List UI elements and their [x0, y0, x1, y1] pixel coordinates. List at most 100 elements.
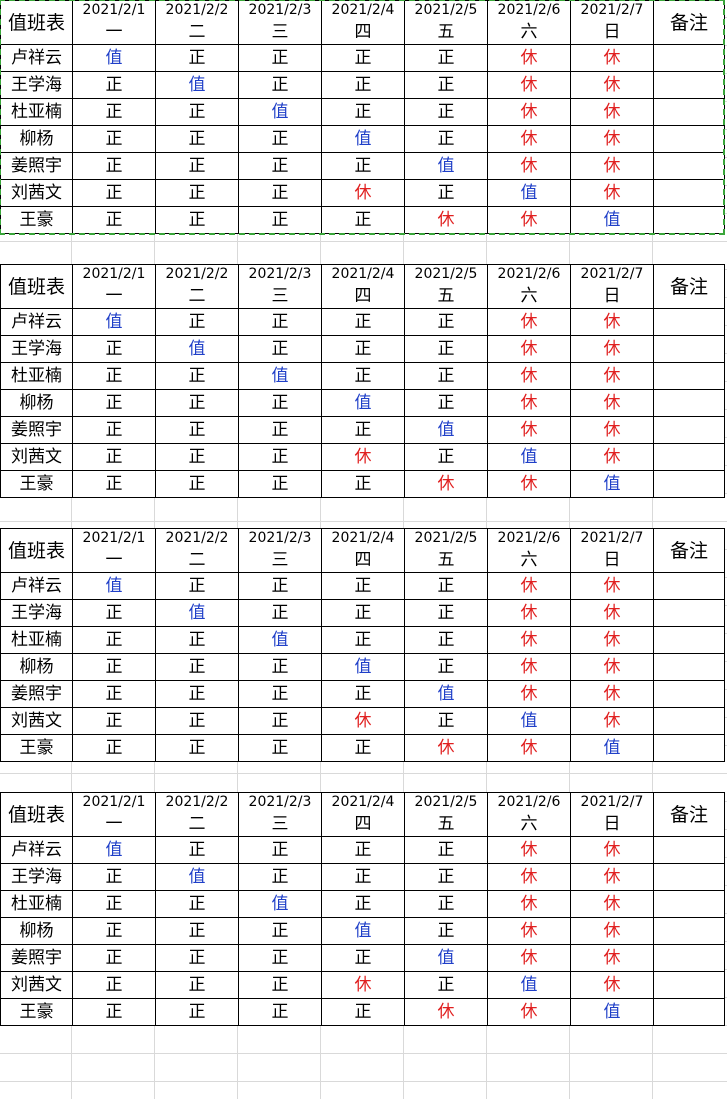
shift-cell[interactable]: 正 [238, 836, 322, 864]
shift-cell[interactable]: 正 [404, 389, 488, 417]
shift-cell[interactable]: 正 [155, 626, 239, 654]
remark-cell[interactable] [653, 599, 725, 627]
shift-cell[interactable]: 正 [238, 152, 322, 180]
staff-name-cell[interactable]: 王豪 [0, 998, 73, 1026]
shift-cell[interactable]: 正 [72, 863, 156, 891]
shift-cell[interactable]: 休 [487, 206, 571, 234]
staff-name-cell[interactable]: 卢祥云 [0, 308, 73, 336]
remark-cell[interactable] [653, 890, 725, 918]
shift-cell[interactable]: 休 [570, 944, 654, 972]
shift-cell[interactable]: 休 [487, 362, 571, 390]
date-header-cell[interactable]: 2021/2/2 [155, 528, 239, 548]
shift-cell[interactable]: 休 [487, 863, 571, 891]
date-header-cell[interactable]: 2021/2/2 [155, 0, 239, 20]
weekday-header-cell[interactable]: 六 [487, 548, 571, 573]
shift-cell[interactable]: 值 [238, 98, 322, 126]
shift-cell[interactable]: 正 [238, 206, 322, 234]
shift-cell[interactable]: 休 [487, 944, 571, 972]
staff-name-cell[interactable]: 刘茜文 [0, 707, 73, 735]
shift-cell[interactable]: 休 [570, 890, 654, 918]
shift-cell[interactable]: 正 [72, 443, 156, 471]
staff-name-cell[interactable]: 柳杨 [0, 653, 73, 681]
shift-cell[interactable]: 休 [570, 680, 654, 708]
shift-cell[interactable]: 休 [404, 206, 488, 234]
remark-cell[interactable] [653, 335, 725, 363]
shift-cell[interactable]: 休 [570, 836, 654, 864]
shift-cell[interactable]: 休 [570, 416, 654, 444]
weekday-header-cell[interactable]: 二 [155, 20, 239, 45]
shift-cell[interactable]: 休 [570, 707, 654, 735]
weekday-header-cell[interactable]: 四 [321, 20, 405, 45]
table-title[interactable]: 值班表 [0, 528, 73, 573]
shift-cell[interactable]: 正 [72, 707, 156, 735]
shift-cell[interactable]: 正 [404, 125, 488, 153]
shift-cell[interactable]: 休 [487, 680, 571, 708]
shift-cell[interactable]: 正 [72, 125, 156, 153]
date-header-cell[interactable]: 2021/2/1 [72, 0, 156, 20]
table-title[interactable]: 值班表 [0, 792, 73, 837]
remark-cell[interactable] [653, 362, 725, 390]
shift-cell[interactable]: 休 [570, 98, 654, 126]
shift-cell[interactable]: 正 [72, 362, 156, 390]
remark-cell[interactable] [653, 179, 725, 207]
shift-cell[interactable]: 值 [487, 971, 571, 999]
staff-name-cell[interactable]: 柳杨 [0, 389, 73, 417]
shift-cell[interactable]: 休 [487, 71, 571, 99]
duty-table-1[interactable]: 值班表 2021/2/1 2021/2/2 2021/2/3 2021/2/4 2021/… [0, 0, 725, 235]
shift-cell[interactable]: 正 [238, 335, 322, 363]
shift-cell[interactable]: 正 [72, 98, 156, 126]
staff-name-cell[interactable]: 卢祥云 [0, 44, 73, 72]
shift-cell[interactable]: 正 [321, 416, 405, 444]
shift-cell[interactable]: 休 [570, 389, 654, 417]
shift-cell[interactable]: 正 [404, 443, 488, 471]
shift-cell[interactable]: 正 [238, 470, 322, 498]
date-header-cell[interactable]: 2021/2/3 [238, 792, 322, 812]
staff-name-cell[interactable]: 杜亚楠 [0, 626, 73, 654]
shift-cell[interactable]: 休 [487, 653, 571, 681]
shift-cell[interactable]: 正 [321, 680, 405, 708]
shift-cell[interactable]: 休 [570, 599, 654, 627]
remark-cell[interactable] [653, 971, 725, 999]
shift-cell[interactable]: 正 [72, 389, 156, 417]
duty-table-2[interactable]: 值班表 2021/2/1 2021/2/2 2021/2/3 2021/2/4 2021/… [0, 264, 725, 498]
staff-name-cell[interactable]: 刘茜文 [0, 443, 73, 471]
duty-table-4[interactable]: 值班表 2021/2/1 2021/2/2 2021/2/3 2021/2/4 2021/… [0, 792, 725, 1026]
shift-cell[interactable]: 正 [321, 734, 405, 762]
shift-cell[interactable]: 正 [321, 152, 405, 180]
shift-cell[interactable]: 值 [570, 734, 654, 762]
shift-cell[interactable]: 正 [238, 944, 322, 972]
shift-cell[interactable]: 值 [155, 71, 239, 99]
shift-cell[interactable]: 值 [155, 863, 239, 891]
date-header-cell[interactable]: 2021/2/5 [404, 264, 488, 284]
shift-cell[interactable]: 正 [404, 44, 488, 72]
weekday-header-cell[interactable]: 三 [238, 548, 322, 573]
date-header-cell[interactable]: 2021/2/4 [321, 528, 405, 548]
shift-cell[interactable]: 正 [321, 98, 405, 126]
remark-header[interactable]: 备注 [653, 264, 725, 309]
shift-cell[interactable]: 休 [487, 389, 571, 417]
date-header-cell[interactable]: 2021/2/5 [404, 792, 488, 812]
shift-cell[interactable]: 正 [238, 71, 322, 99]
remark-cell[interactable] [653, 944, 725, 972]
date-header-cell[interactable]: 2021/2/1 [72, 264, 156, 284]
shift-cell[interactable]: 正 [404, 308, 488, 336]
shift-cell[interactable]: 正 [155, 971, 239, 999]
date-header-cell[interactable]: 2021/2/4 [321, 792, 405, 812]
date-header-cell[interactable]: 2021/2/7 [570, 0, 654, 20]
shift-cell[interactable]: 正 [155, 44, 239, 72]
weekday-header-cell[interactable]: 一 [72, 812, 156, 837]
staff-name-cell[interactable]: 王学海 [0, 71, 73, 99]
shift-cell[interactable]: 休 [404, 998, 488, 1026]
shift-cell[interactable]: 休 [487, 572, 571, 600]
date-header-cell[interactable]: 2021/2/6 [487, 528, 571, 548]
shift-cell[interactable]: 休 [570, 152, 654, 180]
shift-cell[interactable]: 休 [487, 599, 571, 627]
remark-cell[interactable] [653, 572, 725, 600]
shift-cell[interactable]: 休 [487, 890, 571, 918]
weekday-header-cell[interactable]: 日 [570, 548, 654, 573]
shift-cell[interactable]: 正 [155, 998, 239, 1026]
shift-cell[interactable]: 正 [72, 734, 156, 762]
shift-cell[interactable]: 值 [238, 890, 322, 918]
table-title[interactable]: 值班表 [0, 0, 73, 45]
weekday-header-cell[interactable]: 三 [238, 20, 322, 45]
